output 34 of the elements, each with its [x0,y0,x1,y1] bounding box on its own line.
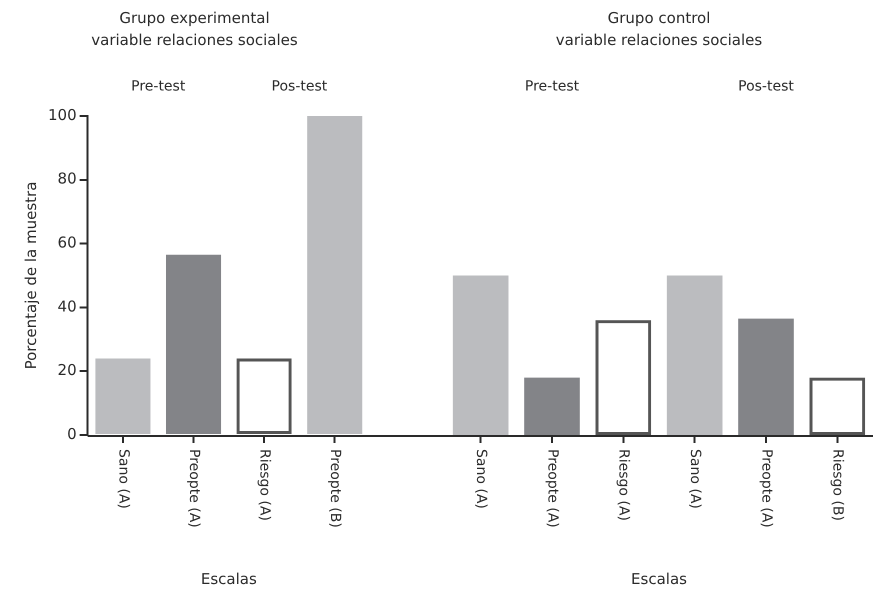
chart-title: Grupo control [608,8,710,27]
text: Pre-test [524,78,580,95]
chart-subtitle: variable relaciones sociales [91,30,298,49]
bar [307,116,362,434]
y-tick-label: 100 [48,106,77,124]
x-tick-label: Preopte (A) [544,449,560,528]
x-tick-label: Preopte (B) [327,449,344,528]
bar [166,254,222,434]
text: Pre-test [131,78,186,95]
y-axis-title: Porcentaje de la muestra [22,182,40,370]
x-tick-label: Sano (A) [687,449,704,509]
bar [95,358,150,434]
x-tick-label: Preopte (A) [186,449,202,528]
bar [738,318,794,435]
x-tick-label: Riesgo (B) [830,449,846,521]
text: Pos-test [738,78,794,95]
y-tick-label: 20 [58,361,77,380]
chart-subtitle: variable relaciones sociales [556,30,762,49]
y-tick-label: 40 [58,297,77,316]
x-tick-label: Sano (A) [115,449,132,509]
chart-title: Grupo experimental [119,8,270,27]
bar [524,378,580,435]
x-tick-label: Riesgo (A) [256,449,272,521]
x-tick-label: Preopte (A) [758,449,774,528]
x-tick-label: Sano (A) [473,449,490,509]
x-tick-label: Riesgo (A) [616,449,632,521]
y-tick-label: 0 [67,424,77,443]
text: Pos-test [272,78,328,95]
y-tick-label: 60 [58,233,77,252]
x-axis-title: Escalas [200,570,257,588]
bar [452,276,508,435]
y-tick-label: 80 [58,170,77,188]
bar [666,276,722,435]
x-axis-title: Escalas [631,570,688,588]
